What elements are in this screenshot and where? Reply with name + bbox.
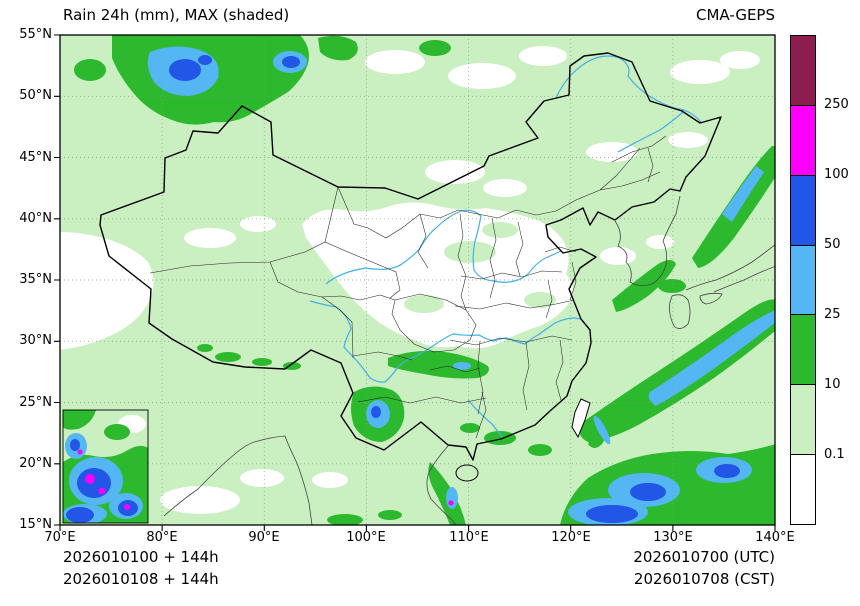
lat-tick-label: 40°N bbox=[19, 211, 52, 226]
precip-shading bbox=[60, 35, 775, 525]
colorbar-segment-10-25 bbox=[791, 314, 815, 385]
colorbar bbox=[790, 35, 816, 525]
lon-tick-label: 90°E bbox=[248, 530, 280, 545]
korea-coast bbox=[614, 195, 681, 286]
init-time-cst: 2026010108 + 144h bbox=[63, 570, 219, 588]
init-time-utc: 2026010100 + 144h bbox=[63, 548, 219, 566]
colorbar-tick-label: 50 bbox=[824, 237, 841, 252]
taiwan-outline bbox=[571, 398, 591, 439]
china-border bbox=[99, 52, 722, 482]
valid-time-utc: 2026010700 (UTC) bbox=[633, 548, 775, 566]
amur-river bbox=[555, 55, 702, 123]
footer-init-times: 2026010100 + 144h 2026010108 + 144h bbox=[63, 546, 219, 590]
lat-tick-label: 20°N bbox=[19, 456, 52, 471]
pearl-river bbox=[467, 399, 504, 438]
lon-tick-label: 140°E bbox=[755, 530, 795, 545]
shade-light-rain-islands bbox=[404, 222, 556, 313]
hainan-outline bbox=[455, 464, 479, 482]
colorbar-segment-above-250 bbox=[791, 36, 815, 105]
lat-tick-label: 35°N bbox=[19, 272, 52, 287]
plot-frame bbox=[59, 34, 776, 526]
colorbar-tick-label: 250 bbox=[824, 97, 849, 112]
lat-tick-label: 25°N bbox=[19, 395, 52, 410]
province-borders bbox=[149, 135, 667, 439]
vietnam-coast bbox=[426, 445, 457, 525]
footer-valid-times: 2026010700 (UTC) 2026010708 (CST) bbox=[460, 546, 775, 590]
colorbar-segment-50-100 bbox=[791, 174, 815, 245]
model-label: CMA-GEPS bbox=[696, 6, 775, 24]
shade-extreme-rain bbox=[448, 500, 454, 506]
south-china-sea-inset bbox=[62, 409, 149, 524]
axis-ticks bbox=[54, 34, 776, 531]
lat-tick-label: 30°N bbox=[19, 333, 52, 348]
colorbar-tick-label: 25 bbox=[824, 307, 841, 322]
bay-of-bengal-coast bbox=[163, 435, 313, 525]
colorbar-tick-label: 10 bbox=[824, 377, 841, 392]
inset-frame bbox=[62, 409, 149, 524]
yellow-river bbox=[325, 209, 562, 285]
lat-tick-label: 15°N bbox=[19, 517, 52, 532]
lat-tick-label: 45°N bbox=[19, 150, 52, 165]
colorbar-segment-100-250 bbox=[791, 104, 815, 175]
lat-tick-label: 55°N bbox=[19, 27, 52, 42]
map-canvas bbox=[54, 34, 776, 531]
lon-tick-label: 100°E bbox=[346, 530, 386, 545]
lon-tick-label: 70°E bbox=[44, 530, 76, 545]
shikoku-coast bbox=[699, 292, 723, 305]
lon-tick-label: 80°E bbox=[146, 530, 178, 545]
shade-very-heavy-rain bbox=[169, 55, 740, 523]
kyushu-coast bbox=[669, 294, 691, 329]
lon-tick-label: 110°E bbox=[449, 530, 489, 545]
lon-tick-label: 130°E bbox=[653, 530, 693, 545]
grid-lines bbox=[60, 35, 775, 525]
valid-time-cst: 2026010708 (CST) bbox=[633, 570, 775, 588]
shade-dry-regions bbox=[60, 46, 760, 514]
colorbar-tick-label: 100 bbox=[824, 167, 849, 182]
colorbar-segment-below-0p1 bbox=[791, 454, 815, 525]
honshu-coast bbox=[685, 244, 775, 293]
colorbar-segment-0p1-10 bbox=[791, 384, 815, 455]
page-title: Rain 24h (mm), MAX (shaded) bbox=[63, 6, 290, 24]
songhua-river bbox=[617, 111, 684, 153]
foreign-coastlines bbox=[163, 195, 775, 525]
lon-tick-label: 120°E bbox=[551, 530, 591, 545]
colorbar-segment-25-50 bbox=[791, 244, 815, 315]
lat-tick-label: 50°N bbox=[19, 88, 52, 103]
colorbar-tick-label: 0.1 bbox=[824, 447, 845, 462]
